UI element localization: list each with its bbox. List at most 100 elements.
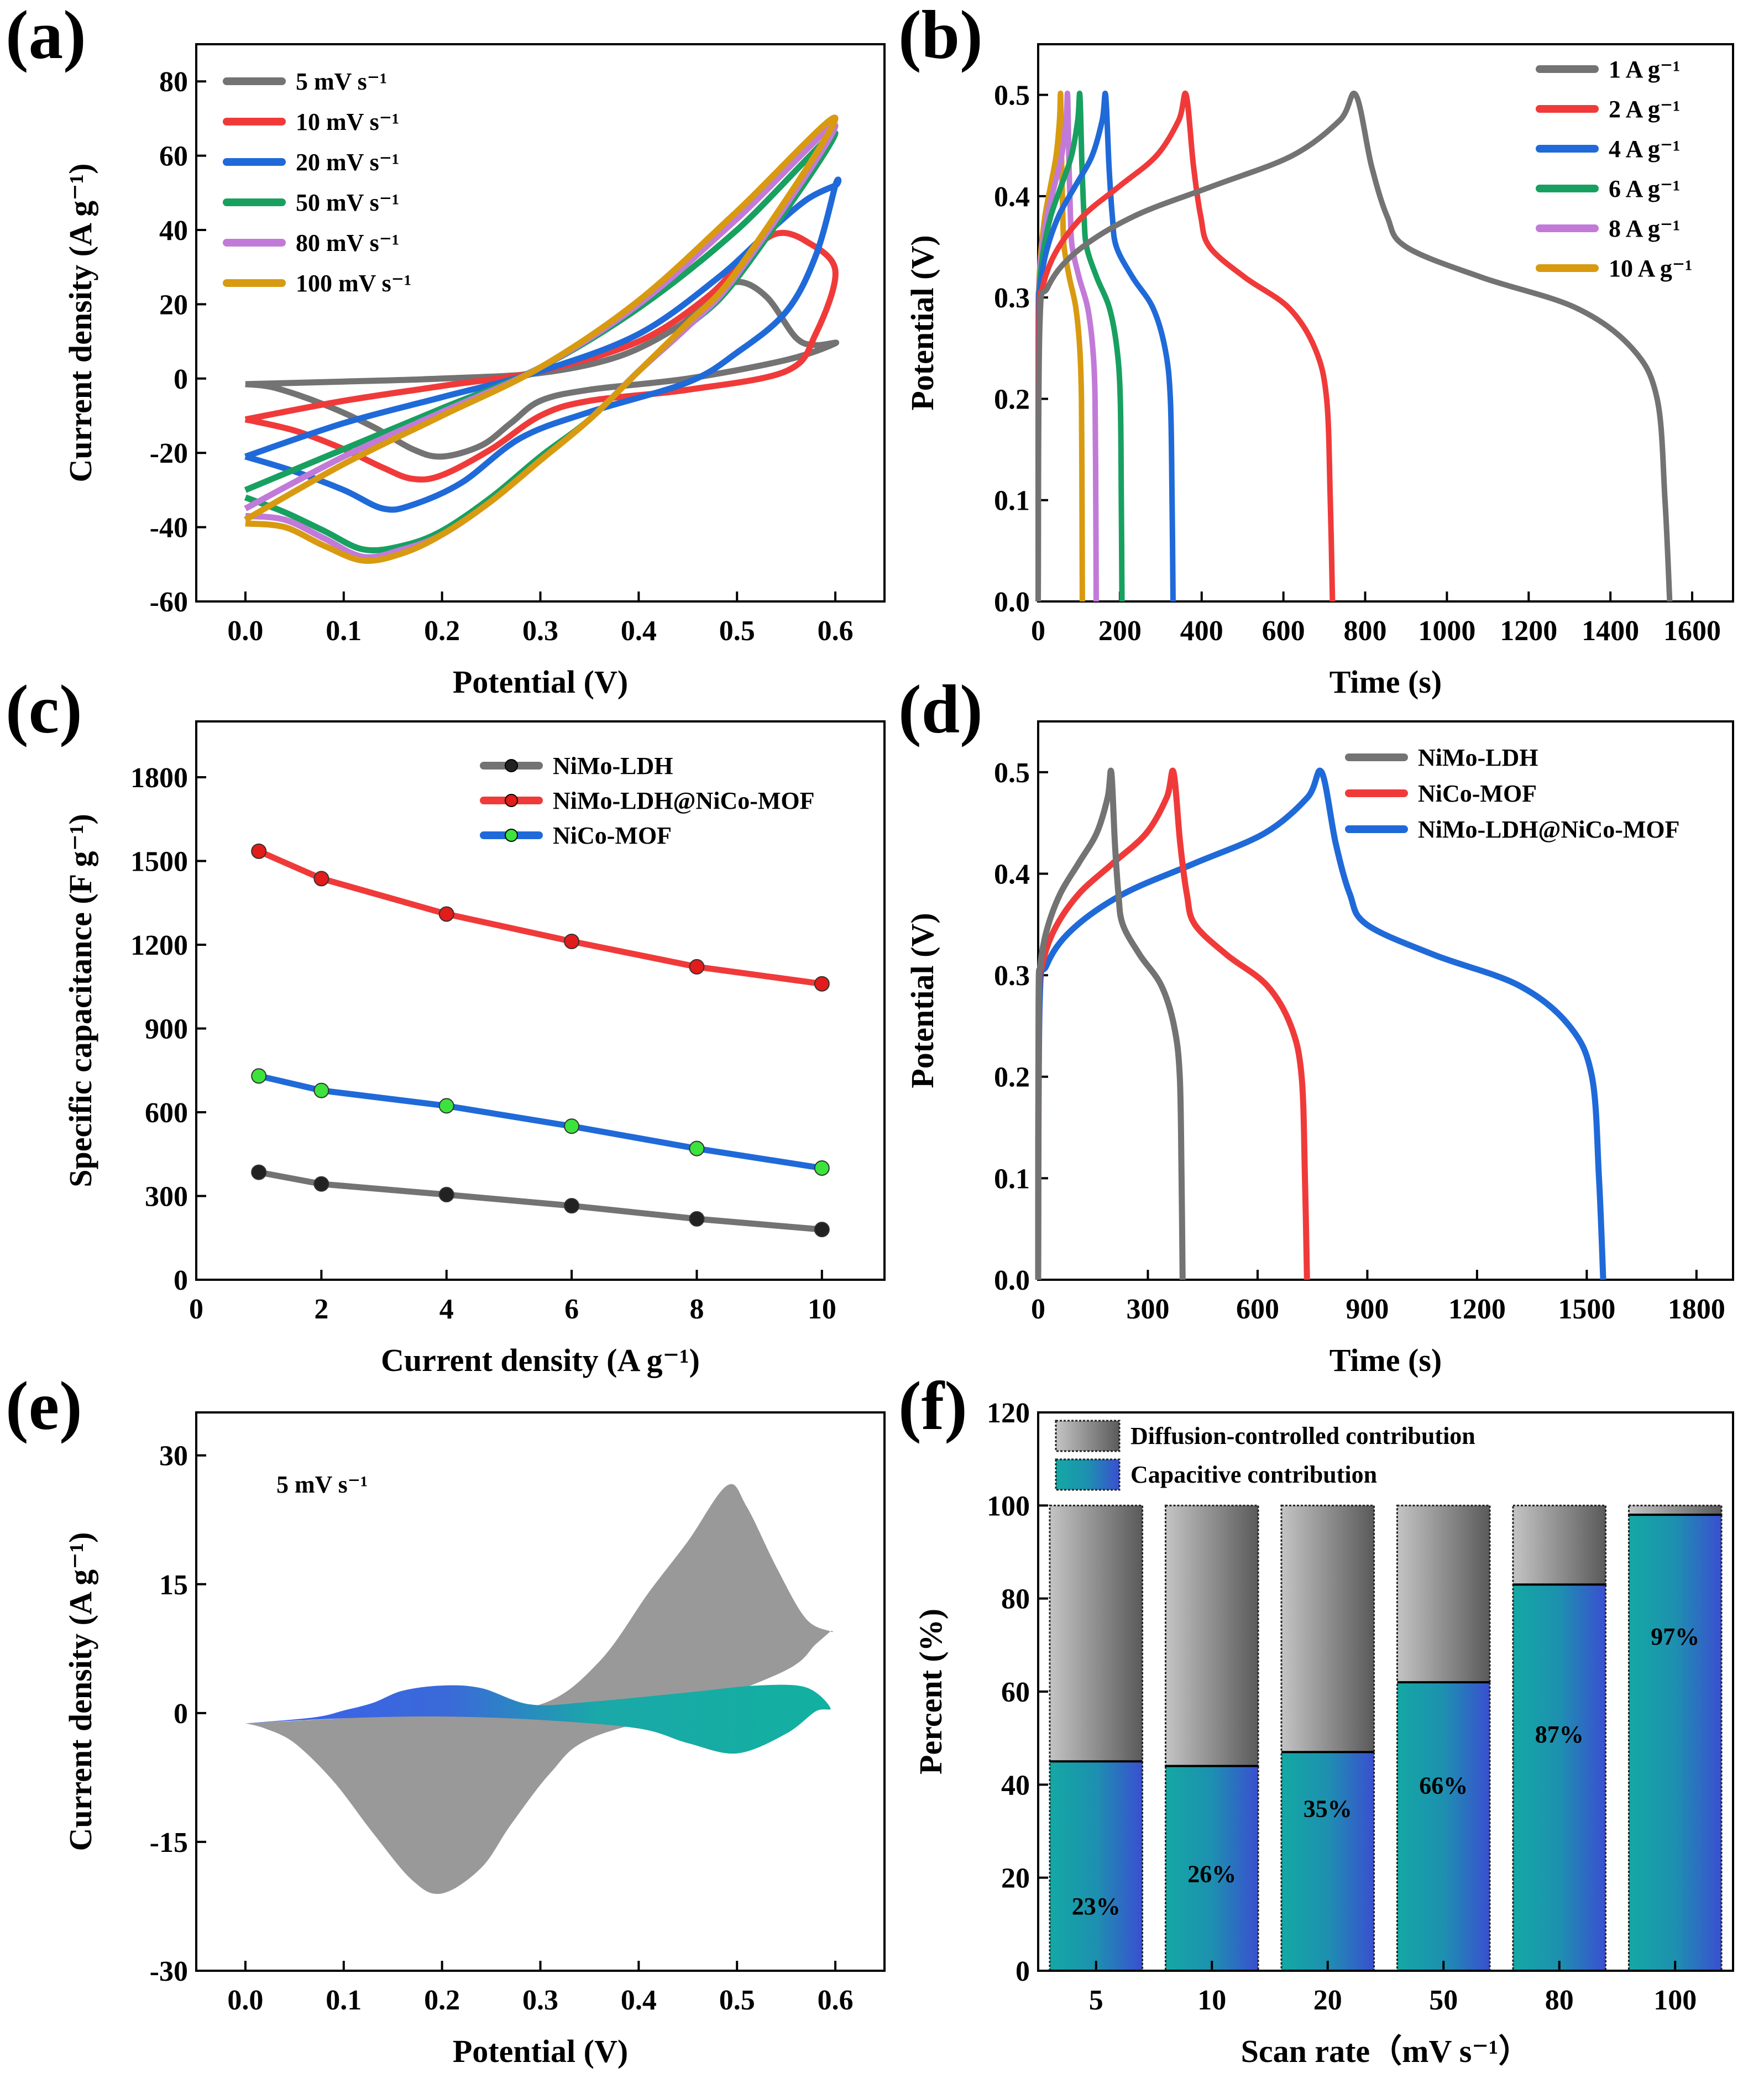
y-axis-title: Percent (%) bbox=[913, 1609, 949, 1775]
y-tick-label: 20 bbox=[1001, 1863, 1030, 1894]
x-tick-label: 0.6 bbox=[818, 615, 854, 647]
data-point bbox=[251, 1068, 267, 1084]
y-tick-label: 0.2 bbox=[994, 384, 1030, 415]
legend-label: 2 A g⁻¹ bbox=[1609, 96, 1680, 123]
panel-d: (d) 0 300 600 900 1200 1500 1800 0.0 0.1 0.2 0.3 0.4… bbox=[898, 672, 1734, 1378]
x-tick-label: 0.0 bbox=[227, 1985, 263, 2016]
y-tick-label: 0.0 bbox=[994, 1265, 1030, 1296]
data-point bbox=[564, 1198, 580, 1214]
data-point bbox=[814, 1222, 830, 1238]
x-tick-label: 0.2 bbox=[424, 615, 460, 647]
x-tick-label: 0 bbox=[1031, 1294, 1045, 1325]
y-tick-label: -30 bbox=[150, 1956, 188, 1987]
panel-label: (b) bbox=[898, 0, 983, 74]
x-axis-title: Potential (V) bbox=[453, 2033, 628, 2069]
x-tick-label: 0.0 bbox=[227, 615, 263, 647]
y-tick-label: 15 bbox=[159, 1569, 188, 1601]
bar-capacitive bbox=[1049, 1760, 1144, 1972]
x-axis-title: Time (s) bbox=[1329, 1342, 1442, 1378]
panel-label: (d) bbox=[898, 672, 983, 748]
y-tick-label: 0.4 bbox=[994, 181, 1030, 213]
y-tick-label: 20 bbox=[159, 289, 188, 321]
plot-frame-b bbox=[1037, 43, 1734, 603]
data-point bbox=[251, 843, 267, 859]
x-tick-label: 300 bbox=[1126, 1294, 1169, 1325]
data-point bbox=[689, 959, 705, 975]
y-tick-label: 900 bbox=[145, 1014, 188, 1045]
legend-label: 10 A g⁻¹ bbox=[1609, 255, 1692, 282]
y-axis-title: Current density (A g⁻¹) bbox=[62, 1532, 98, 1851]
data-point bbox=[564, 1118, 580, 1134]
x-tick-label: 600 bbox=[1262, 615, 1305, 647]
panel-c: (c) 0 2 4 6 8 10 0 300 600 900 1200 1500 1800 Current … bbox=[6, 672, 886, 1378]
y-axis-title: Specific capacitance (F g⁻¹) bbox=[62, 814, 98, 1187]
plot-frame-c bbox=[195, 720, 886, 1281]
y-axis-title: Potential (V) bbox=[904, 235, 940, 410]
bar-diffusion bbox=[1164, 1504, 1259, 1767]
data-point bbox=[564, 933, 580, 949]
x-axis-title: Scan rate（mV s⁻¹） bbox=[1241, 2033, 1531, 2069]
panel-b: (b) 0 200 400 600 800 1000 1200 1400 1600 0.0 0.1 0.… bbox=[898, 0, 1734, 700]
x-tick-label: 400 bbox=[1180, 615, 1223, 647]
data-point bbox=[438, 1098, 454, 1114]
x-tick-label: 10 bbox=[808, 1294, 836, 1325]
y-tick-label: 0.3 bbox=[994, 282, 1030, 314]
x-tick-label: 8 bbox=[689, 1294, 704, 1325]
bar-percent-label: 87% bbox=[1535, 1721, 1584, 1748]
y-tick-label: 0 bbox=[174, 364, 188, 395]
y-tick-label: 0 bbox=[174, 1265, 188, 1296]
y-tick-label: -40 bbox=[150, 512, 188, 544]
x-tick-label: 50 bbox=[1429, 1985, 1458, 2016]
data-point bbox=[438, 906, 454, 922]
data-point bbox=[313, 1082, 329, 1098]
y-tick-label: -60 bbox=[150, 587, 188, 618]
capacitance-line-2 bbox=[258, 1072, 823, 1171]
x-tick-label: 200 bbox=[1098, 615, 1142, 647]
x-axis-title: Current density (A g⁻¹) bbox=[381, 1342, 700, 1378]
y-tick-label: 1800 bbox=[130, 762, 188, 794]
y-tick-label: 0.2 bbox=[994, 1062, 1030, 1093]
data-point bbox=[689, 1140, 705, 1156]
panel-f: (f) 23% 5 26% 10 35% 20 66% 50 87% 80 97% 100 0 20 40 60… bbox=[898, 1368, 1734, 2069]
x-tick-label: 1600 bbox=[1663, 615, 1721, 647]
legend-label: Capacitive contribution bbox=[1130, 1461, 1377, 1488]
x-tick-label: 1400 bbox=[1582, 615, 1639, 647]
bar-percent-label: 97% bbox=[1651, 1623, 1699, 1650]
plot-frame-d bbox=[1037, 720, 1734, 1281]
panel-label: (c) bbox=[6, 672, 82, 748]
data-point bbox=[438, 1186, 454, 1202]
data-point bbox=[313, 871, 329, 887]
legend-marker bbox=[505, 829, 518, 842]
legend-label: 8 A g⁻¹ bbox=[1609, 215, 1680, 242]
capacitance-line-0 bbox=[258, 1169, 823, 1233]
bar-capacitive bbox=[1280, 1751, 1375, 1972]
legend-marker bbox=[505, 794, 518, 807]
bar-diffusion bbox=[1049, 1504, 1144, 1762]
legend-label: NiMo-LDH bbox=[553, 752, 673, 779]
gcd-curve-0 bbox=[1035, 91, 1673, 602]
x-tick-label: 1200 bbox=[1448, 1294, 1506, 1325]
y-tick-label: 40 bbox=[159, 215, 188, 247]
x-tick-label: 2 bbox=[314, 1294, 328, 1325]
capacitance-line-1 bbox=[257, 848, 823, 987]
x-tick-label: 0.3 bbox=[522, 1985, 558, 2016]
y-tick-label: -15 bbox=[150, 1827, 188, 1859]
x-tick-label: 0.2 bbox=[424, 1985, 460, 2016]
y-tick-label: 30 bbox=[159, 1441, 188, 1472]
x-tick-label: 900 bbox=[1346, 1294, 1389, 1325]
data-point bbox=[313, 1176, 329, 1192]
legend-swatch-diffusion bbox=[1055, 1420, 1121, 1452]
bar-diffusion bbox=[1512, 1504, 1607, 1585]
legend-label: NiMo-LDH@NiCo-MOF bbox=[1418, 816, 1680, 843]
legend-label: 5 mV s⁻¹ bbox=[296, 68, 387, 95]
panel-e: (e) 0.0 0.1 0.2 0.3 0.4 0.5 0.6 -30 -15 0 15 30 Poten… bbox=[6, 1368, 886, 2069]
panel-a: (a) 0.0 0.1 0.2 0.3 0.4 0.5 0.6 -60 -40 -20 0 20 40 60… bbox=[6, 0, 886, 700]
y-tick-label: 80 bbox=[159, 66, 188, 98]
panel-label: (e) bbox=[6, 1368, 82, 1444]
x-tick-label: 0.5 bbox=[719, 615, 755, 647]
legend-label: 1 A g⁻¹ bbox=[1609, 56, 1680, 83]
x-tick-label: 6 bbox=[564, 1294, 579, 1325]
legend-label: 80 mV s⁻¹ bbox=[296, 229, 399, 257]
bar-capacitive bbox=[1396, 1681, 1491, 1972]
